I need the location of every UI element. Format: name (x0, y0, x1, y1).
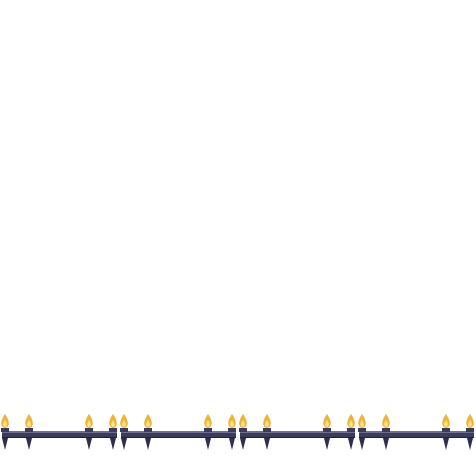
fence-rail-shadow (121, 437, 236, 438)
post-spike (264, 438, 270, 450)
flame-core (206, 420, 210, 427)
post-spike (324, 438, 330, 450)
fence-rail (240, 431, 355, 438)
flame-core (87, 420, 91, 427)
candle-post (85, 414, 93, 450)
candle-post (109, 414, 117, 450)
candle-socket (466, 428, 474, 432)
post-spike (110, 438, 116, 450)
flame-core (230, 420, 234, 427)
fence-segment-1 (1, 414, 117, 450)
fence-rail (121, 431, 236, 438)
fence-segment-2 (120, 414, 236, 450)
flame-core (111, 420, 115, 427)
candle-post (323, 414, 331, 450)
post-spike (26, 438, 32, 450)
candle-post (347, 414, 355, 450)
candle-socket (1, 428, 9, 432)
candle-socket (25, 428, 33, 432)
flame-core (325, 420, 329, 427)
flame-core (241, 420, 245, 427)
flame-core (146, 420, 150, 427)
candle-post (1, 414, 9, 450)
flame-core (122, 420, 126, 427)
fence-rail (359, 431, 474, 438)
candle-socket (358, 428, 366, 432)
candle-socket (442, 428, 450, 432)
post-spike (145, 438, 151, 450)
flame-core (3, 420, 7, 427)
flame-core (360, 420, 364, 427)
fence-rail (2, 431, 117, 438)
candle-socket (239, 428, 247, 432)
flame-core (27, 420, 31, 427)
post-spike (229, 438, 235, 450)
candle-post (382, 414, 390, 450)
candle-socket (144, 428, 152, 432)
candle-fence-ground (1, 414, 474, 450)
flame-core (265, 420, 269, 427)
post-spike (383, 438, 389, 450)
post-spike (359, 438, 365, 450)
candle-post (204, 414, 212, 450)
candle-socket (228, 428, 236, 432)
candle-post (144, 414, 152, 450)
fence-rail-highlight (359, 431, 474, 433)
fence-segment-3 (239, 414, 355, 450)
candle-post (120, 414, 128, 450)
candle-socket (109, 428, 117, 432)
fence-rail-shadow (2, 437, 117, 438)
candle-socket (120, 428, 128, 432)
candle-post (228, 414, 236, 450)
post-spike (2, 438, 8, 450)
candle-socket (382, 428, 390, 432)
post-spike (240, 438, 246, 450)
candle-post (263, 414, 271, 450)
candle-post (25, 414, 33, 450)
candle-post (466, 414, 474, 450)
fence-rail-highlight (2, 431, 117, 433)
candle-post (442, 414, 450, 450)
candle-socket (323, 428, 331, 432)
candle-post (239, 414, 247, 450)
fence-rail-highlight (240, 431, 355, 433)
post-spike (443, 438, 449, 450)
post-spike (121, 438, 127, 450)
post-spike (86, 438, 92, 450)
post-spike (205, 438, 211, 450)
fence-rail-shadow (240, 437, 355, 438)
fence-rail-highlight (121, 431, 236, 433)
candle-socket (347, 428, 355, 432)
candle-socket (204, 428, 212, 432)
post-spike (467, 438, 473, 450)
flame-core (384, 420, 388, 427)
flame-core (349, 420, 353, 427)
flame-core (444, 420, 448, 427)
flame-core (468, 420, 472, 427)
candle-socket (263, 428, 271, 432)
fence-segment-4 (358, 414, 474, 450)
post-spike (348, 438, 354, 450)
candle-socket (85, 428, 93, 432)
fence-rail-shadow (359, 437, 474, 438)
candle-post (358, 414, 366, 450)
